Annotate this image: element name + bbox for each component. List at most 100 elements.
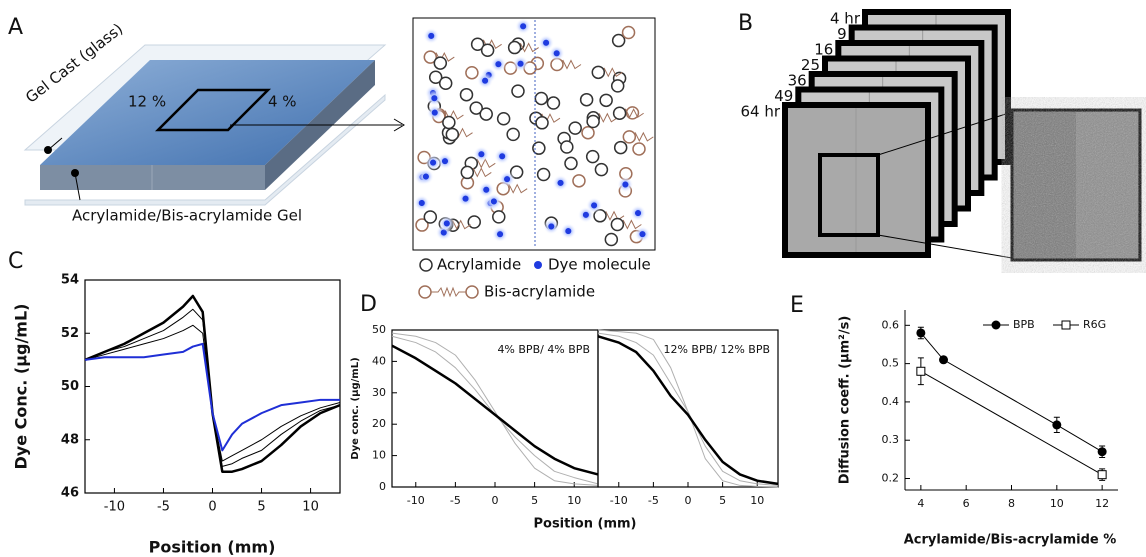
x-tick-label: 6 (963, 497, 970, 510)
x-tick-label: 5 (531, 494, 538, 507)
legend-text: R6G (1083, 318, 1106, 331)
x-tick-label: 5 (257, 500, 265, 515)
y-tick-label: 30 (372, 386, 386, 399)
monomer (621, 25, 636, 40)
monomer (438, 76, 453, 90)
legend-text: BPB (1013, 318, 1035, 331)
data-line (84, 308, 341, 467)
x-axis-label: Acrylamide/Bis-acrylamide % (904, 533, 1117, 548)
marker (1097, 447, 1107, 457)
monomer (445, 127, 460, 142)
marker (916, 328, 926, 338)
legend-text: Bis-acrylamide (484, 283, 595, 301)
time-label: 49 (774, 87, 793, 105)
time-lapse-frames (782, 9, 1011, 258)
dye-glow (617, 176, 634, 193)
monomer (423, 210, 438, 224)
monomer (581, 125, 595, 140)
x-tick-label: -5 (157, 500, 170, 515)
monomer (612, 106, 627, 120)
zoom-inset (877, 108, 1142, 262)
time-label: 4 hr (830, 10, 861, 28)
dye-glow (426, 104, 443, 121)
legend-text: Acrylamide (437, 256, 521, 274)
time-label: 64 hr (740, 103, 780, 121)
monomer (469, 101, 483, 115)
monomer (625, 106, 640, 120)
monomer (536, 167, 551, 182)
panel-label: E (790, 293, 804, 318)
x-axis-label: Position (mm) (149, 538, 276, 557)
data-line (597, 335, 779, 486)
data-line (597, 332, 779, 486)
dye-glow (560, 223, 577, 240)
monomer (546, 96, 561, 110)
dye-glow (552, 174, 569, 191)
data-line (391, 335, 599, 485)
dye-glow (438, 215, 455, 232)
x-tick-label: 4 (917, 497, 924, 510)
x-tick-label: 0 (492, 494, 499, 507)
marker (939, 355, 949, 365)
y-tick-label: 40 (372, 354, 386, 367)
dye-glow (512, 55, 529, 72)
monomer (594, 162, 609, 177)
legend-dye-icon (534, 261, 542, 269)
y-axis-label: Diffusion coeff. (µm²/s) (838, 316, 853, 485)
dye-glow (425, 154, 442, 171)
dye-glow (436, 153, 453, 170)
monomer (572, 174, 586, 188)
gel-label: Acrylamide/Bis-acrylamide Gel (72, 207, 302, 225)
panel-label: D (360, 292, 377, 317)
y-axis-label: Dye Conc. (µg/mL) (12, 304, 31, 470)
panel-label: A (8, 15, 23, 40)
y-tick-label: 48 (61, 432, 79, 447)
dye-glow (538, 34, 555, 51)
x-tick-label: -5 (450, 494, 461, 507)
marker (1097, 470, 1107, 480)
dye-glow (494, 148, 511, 165)
monomer (470, 37, 485, 52)
legend-marker (1061, 320, 1071, 330)
dye-glow (473, 146, 490, 163)
x-axis-label: Position (mm) (533, 517, 636, 532)
time-label: 25 (801, 56, 820, 74)
right-percent: 4 % (268, 93, 297, 111)
monomer (632, 142, 646, 156)
x-tick-label: 10 (302, 500, 319, 515)
monomer (579, 92, 594, 107)
x-tick-label: 8 (1008, 497, 1015, 510)
y-tick-label: 46 (61, 486, 79, 501)
monomer (442, 115, 456, 130)
monomer (479, 107, 493, 121)
monomer (610, 217, 625, 232)
annotation: 12% BPB/ 12% BPB (663, 343, 770, 356)
monomer (591, 65, 606, 80)
monomer (535, 116, 549, 130)
x-tick-label: -10 (407, 494, 425, 507)
x-tick-label: 10 (567, 494, 581, 507)
monomer (496, 111, 511, 126)
y-tick-label: 10 (372, 449, 386, 462)
dye-glow (490, 56, 507, 73)
monomer (586, 114, 600, 129)
monomer (611, 33, 626, 48)
monomer (604, 232, 619, 247)
time-label: 9 (837, 25, 847, 43)
time-label: 36 (788, 72, 807, 90)
monomer (560, 140, 574, 154)
x-tick-label: -10 (610, 494, 628, 507)
panel-label: B (738, 11, 753, 36)
monomer (465, 65, 479, 80)
plot-frame (84, 279, 341, 494)
legend-text: Dye molecule (548, 256, 651, 274)
marker (1052, 420, 1062, 430)
dye-glow (457, 190, 474, 207)
monomer (532, 141, 546, 155)
x-tick-label: -5 (648, 494, 659, 507)
legend-marker (991, 320, 1001, 330)
y-tick-label: 0 (379, 480, 386, 493)
data-line (391, 332, 599, 486)
y-axis-label: Dye conc. (µg/mL) (350, 357, 361, 459)
y-tick-label: 20 (372, 417, 386, 430)
